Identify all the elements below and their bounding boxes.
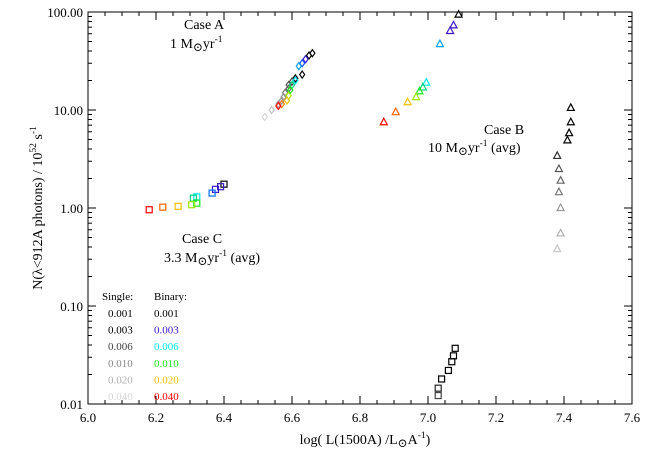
- legend: Single: Binary: 0.001 0.001 0.003 0.003 0.006 0…: [102, 291, 187, 403]
- legend-header-binary: Binary:: [154, 291, 187, 303]
- case-a-rate: 1 M⊙yr-1: [170, 35, 223, 54]
- marker-case-b-single: [556, 228, 566, 237]
- marker-case-a-binary: [302, 54, 309, 64]
- legend-binary-value: 0.003: [154, 325, 179, 337]
- marker-case-b-single: [552, 150, 562, 160]
- marker-case-a-binary: [287, 85, 294, 95]
- marker-case-a-binary: [278, 99, 286, 109]
- marker-case-b-binary: [379, 116, 389, 126]
- axis-tick-labels: 6.0 6.2 6.4 6.6 6.8 7.0 7.2 7.4 7.6 0.01 0.10 1.00 1…: [47, 5, 640, 425]
- x-tick-label: 6.2: [148, 410, 164, 425]
- marker-case-b-single: [556, 202, 566, 212]
- case-b-rate: 10 M⊙yr-1 (avg): [428, 139, 521, 158]
- marker-case-b-single: [554, 163, 564, 173]
- legend-single-value: 0.040: [108, 391, 133, 403]
- case-annotations: Case A 1 M⊙yr-1 Case B10 M⊙yr-1 (avg) Case …: [164, 18, 524, 268]
- data-markers: [145, 9, 576, 400]
- marker-case-b-single: [552, 243, 562, 253]
- marker-case-c-binary: [188, 201, 196, 209]
- marker-case-c-binary: [193, 199, 201, 207]
- case-c-rate: 3.3 M⊙yr-1 (avg): [164, 249, 260, 268]
- x-tick-label: 7.2: [488, 410, 504, 425]
- legend-single-value: 0.003: [108, 325, 133, 337]
- marker-case-b-single: [554, 186, 564, 196]
- x-tick-label: 6.0: [80, 410, 96, 425]
- marker-case-a-single: [268, 105, 275, 115]
- marker-case-c-binary: [145, 206, 153, 214]
- legend-single-value: 0.006: [108, 341, 133, 353]
- marker-case-c-single: [449, 352, 458, 360]
- y-tick-label: 1.00: [60, 201, 83, 216]
- legend-binary-value: 0.040: [154, 391, 179, 403]
- legend-binary-value: 0.020: [154, 374, 179, 386]
- marker-case-a-single: [309, 48, 316, 58]
- marker-case-b-binary: [414, 86, 425, 95]
- x-axis-label: log( L(1500A) /L⊙A-1): [300, 431, 431, 450]
- marker-case-b-binary: [418, 82, 428, 91]
- marker-case-a-single: [298, 70, 306, 80]
- marker-case-b-single: [564, 127, 574, 137]
- marker-case-a-binary: [295, 61, 303, 71]
- x-tick-label: 6.8: [352, 410, 368, 425]
- case-b-title: Case B: [484, 123, 524, 138]
- marker-case-a-single: [292, 73, 299, 83]
- case-c-title: Case C: [182, 232, 222, 247]
- marker-case-b-binary: [421, 77, 431, 86]
- marker-case-a-binary: [283, 95, 291, 106]
- y-tick-label: 0.10: [60, 299, 83, 314]
- case-a-title: Case A: [184, 18, 225, 33]
- x-tick-label: 6.6: [284, 410, 301, 425]
- marker-case-c-single: [434, 391, 442, 400]
- marker-case-a-binary: [292, 75, 299, 86]
- marker-case-b-binary: [435, 38, 445, 48]
- marker-case-c-binary: [159, 203, 167, 211]
- marker-case-a-single: [278, 95, 286, 106]
- y-axis-label: N(λ<912A photons) / 1052 s-1: [29, 126, 46, 290]
- legend-single-value: 0.020: [108, 374, 133, 386]
- axis-ticks: [87, 11, 633, 405]
- marker-case-b-binary: [391, 106, 401, 116]
- x-tick-label: 7.6: [624, 410, 641, 425]
- marker-case-c-single: [451, 344, 459, 352]
- marker-case-b-binary: [411, 91, 421, 101]
- legend-binary-value: 0.010: [154, 358, 179, 370]
- marker-case-b-single: [556, 175, 566, 184]
- marker-case-b-binary: [403, 96, 413, 106]
- x-tick-label: 6.4: [216, 410, 233, 425]
- marker-case-c-single: [438, 375, 446, 383]
- legend-header-single: Single:: [102, 291, 133, 303]
- legend-binary-value: 0.001: [154, 308, 179, 320]
- marker-case-c-binary: [174, 202, 182, 210]
- marker-case-b-single: [562, 135, 572, 144]
- marker-case-b-single: [566, 102, 576, 112]
- y-tick-label: 10.00: [54, 103, 83, 118]
- marker-case-b-single: [566, 116, 576, 126]
- y-tick-label: 100.00: [47, 5, 83, 20]
- marker-case-b-binary: [448, 20, 459, 29]
- marker-case-c-single: [448, 358, 456, 366]
- marker-case-b-binary: [454, 9, 464, 18]
- x-tick-label: 7.4: [556, 410, 573, 425]
- marker-case-b-binary: [445, 25, 455, 35]
- marker-case-c-binary: [208, 189, 216, 197]
- marker-case-c-single: [434, 384, 442, 392]
- marker-case-a-single: [261, 112, 269, 122]
- marker-case-a-binary: [305, 50, 313, 61]
- y-tick-label: 0.01: [60, 397, 83, 412]
- legend-binary-value: 0.006: [154, 341, 179, 353]
- marker-case-a-binary: [298, 58, 306, 68]
- marker-case-a-binary: [275, 101, 282, 111]
- marker-case-c-single: [444, 366, 452, 375]
- legend-single-value: 0.001: [108, 308, 133, 320]
- x-tick-label: 7.0: [420, 410, 436, 425]
- legend-single-value: 0.010: [108, 358, 133, 370]
